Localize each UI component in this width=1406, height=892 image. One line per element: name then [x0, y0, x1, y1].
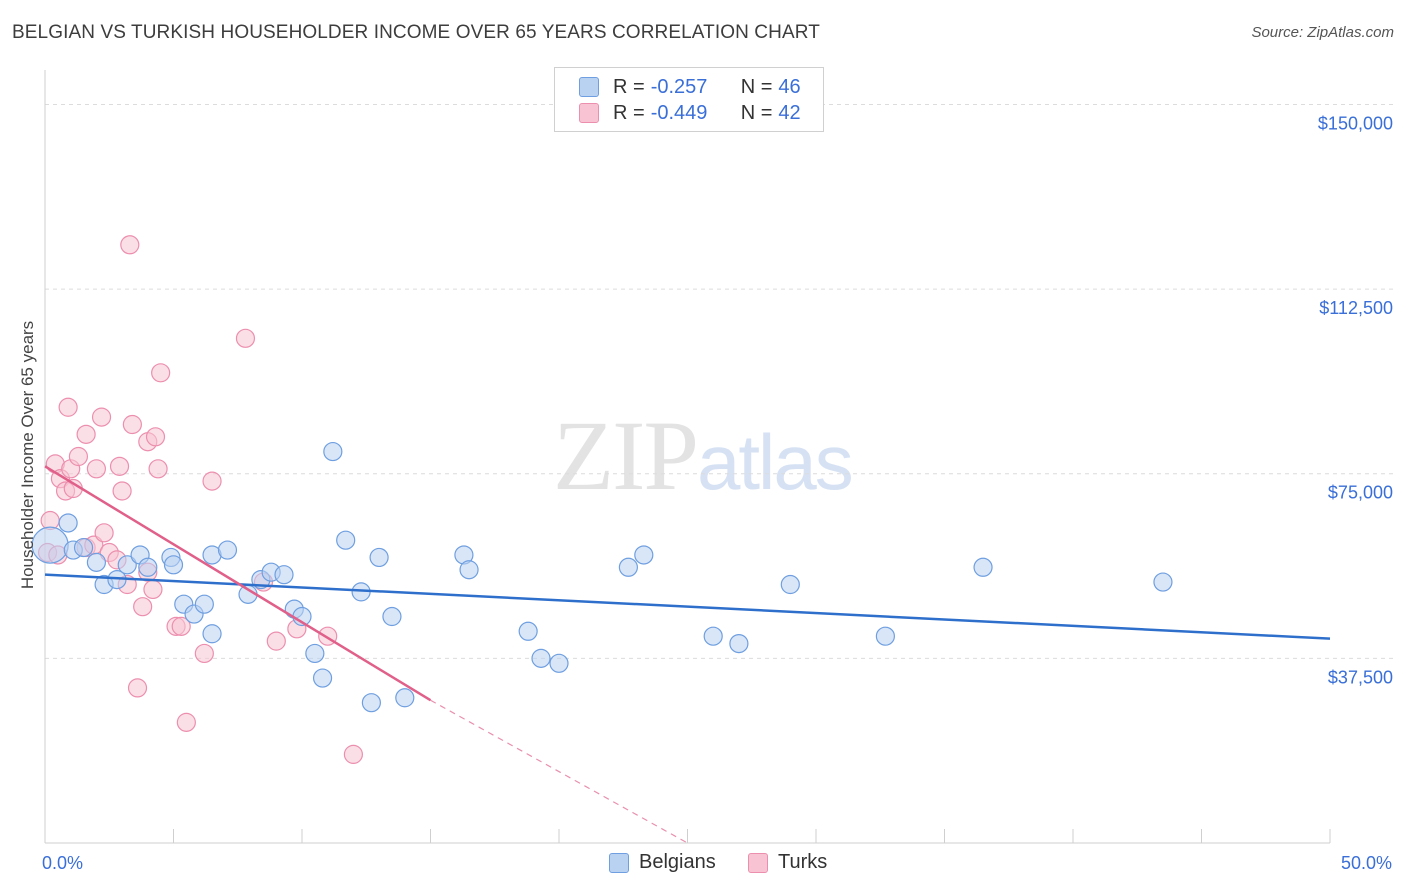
y-tick-labels: $37,500 $75,000 $112,500 $150,000: [1318, 113, 1393, 687]
belgians-point: [217, 540, 238, 560]
belgians-points: [31, 441, 1173, 713]
correlation-legend: R = -0.257 N = 46 R = -0.449 N = 42: [554, 67, 824, 132]
turks-point: [202, 471, 222, 491]
y-axis-label: Householder Income Over 65 years: [18, 321, 37, 589]
turks-point: [143, 579, 163, 600]
turks-swatch: [579, 103, 599, 123]
turks-point: [109, 456, 130, 476]
belgians-point: [86, 552, 107, 572]
belgians-point: [31, 526, 69, 564]
belgians-point: [780, 574, 800, 595]
x-tick-label-min: 0.0%: [42, 853, 83, 873]
y-tick-label: $37,500: [1328, 667, 1393, 687]
belgians-point: [163, 555, 184, 575]
turks-point: [76, 424, 96, 444]
turks-point: [58, 397, 78, 417]
legend-n-label: N =: [740, 101, 773, 124]
legend-row-belgians: R = -0.257 N = 46: [579, 74, 801, 100]
turks-point: [235, 328, 256, 348]
belgians-point: [618, 557, 638, 577]
belgians-point: [117, 555, 137, 575]
turks-point: [112, 481, 132, 501]
axes: [44, 70, 1331, 844]
turks-point: [133, 597, 153, 617]
source-label: Source: ZipAtlas.com: [1251, 24, 1394, 41]
belgians-point: [138, 557, 158, 577]
watermark: ZIPatlas: [553, 398, 854, 513]
turks-point: [68, 446, 89, 467]
x-tick-label-max: 50.0%: [1341, 853, 1392, 873]
belgians-point: [518, 621, 538, 641]
y-tick-label: $75,000: [1328, 483, 1393, 503]
y-tick-label: $150,000: [1318, 113, 1393, 133]
legend-item-belgians[interactable]: Belgians: [609, 851, 716, 874]
legend-r-value: -0.449: [650, 101, 708, 124]
trend-lines: [44, 465, 1331, 844]
legend-item-turks[interactable]: Turks: [748, 851, 827, 874]
turks-point: [151, 363, 171, 383]
turks-point: [122, 414, 142, 435]
belgians-point: [703, 626, 723, 646]
belgians-point: [361, 693, 381, 713]
belgians-point: [194, 594, 214, 614]
belgians-point: [274, 565, 294, 585]
belgians-trend-line: [44, 573, 1331, 640]
belgians-legend-swatch: [609, 852, 629, 873]
belgians-point: [382, 606, 402, 627]
y-tick-label: $112,500: [1319, 298, 1393, 318]
legend-r-value: -0.257: [650, 75, 708, 98]
belgians-point: [549, 653, 569, 673]
turks-trend-line: [44, 465, 432, 702]
turks-legend-swatch: [748, 852, 768, 873]
belgians-point: [395, 688, 415, 708]
turks-point: [176, 712, 196, 732]
series-legend: Belgians Turks: [0, 851, 1406, 879]
belgians-point: [973, 557, 993, 577]
turks-point: [343, 744, 363, 764]
turks-point: [194, 643, 214, 664]
turks-point: [94, 523, 114, 543]
turks-points: [37, 235, 363, 764]
belgians-point: [531, 648, 551, 668]
legend-label-turks: Turks: [778, 851, 828, 873]
belgians-point: [202, 624, 222, 644]
belgians-point: [369, 547, 389, 568]
legend-r-label: R =: [613, 101, 645, 124]
turks-point: [171, 616, 191, 636]
legend-n-label: N =: [740, 75, 773, 98]
legend-r-label: R =: [613, 75, 645, 98]
belgians-point: [312, 668, 333, 688]
legend-label-belgians: Belgians: [639, 851, 716, 873]
turks-trend-extrapolation: [430, 699, 688, 844]
legend-n-value: 42: [778, 101, 801, 124]
turks-point: [120, 235, 140, 255]
legend-n-value: 46: [778, 75, 801, 98]
turks-point: [145, 427, 166, 447]
legend-row-turks: R = -0.449 N = 42: [579, 100, 801, 126]
belgians-point: [459, 560, 479, 580]
belgians-point: [305, 643, 325, 664]
belgians-point: [729, 633, 749, 654]
chart-title: BELGIAN VS TURKISH HOUSEHOLDER INCOME OV…: [12, 22, 820, 43]
belgians-point: [323, 441, 343, 462]
turks-point: [266, 631, 286, 651]
belgians-point: [1153, 572, 1173, 592]
turks-point: [148, 459, 168, 479]
belgians-point: [336, 530, 356, 550]
watermark-zip: ZIP: [553, 400, 699, 511]
belgians-point: [73, 537, 94, 558]
gridlines: [45, 103, 1395, 659]
belgians-swatch: [579, 77, 599, 97]
turks-point: [86, 459, 107, 479]
watermark-atlas: atlas: [697, 418, 854, 506]
belgians-point: [875, 626, 895, 646]
belgians-point: [634, 545, 654, 565]
turks-point: [91, 407, 112, 427]
belgians-point: [58, 513, 78, 533]
turks-point: [127, 678, 148, 698]
